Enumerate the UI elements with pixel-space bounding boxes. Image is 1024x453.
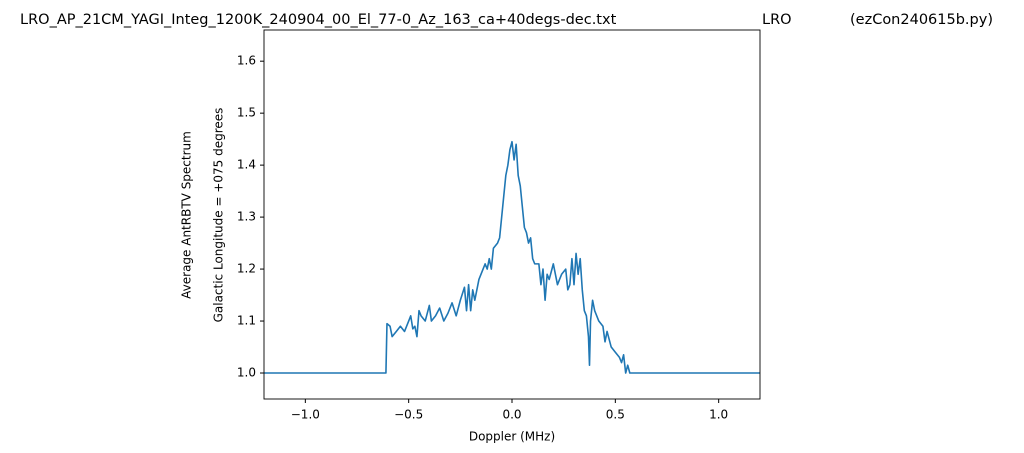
plot-frame [263,29,761,400]
x-tick-label: 0.0 [502,408,521,422]
y-tick-label: 1.2 [237,262,256,276]
y-axis-label: Average AntRBTV Spectrum [180,131,194,299]
y-tick-label: 1.5 [237,106,256,120]
line [264,140,760,374]
x-tick-label: 1.0 [709,408,728,422]
y-tick-label: 1.4 [237,158,256,172]
x-tick-label: −1.0 [291,408,320,422]
chart-title: LRO_AP_21CM_YAGI_Integ_1200K_240904_00_E… [20,12,617,28]
y-tick-label: 1.1 [237,314,256,328]
y-tick-label: 1.6 [237,54,256,68]
x-tick-label: 0.5 [606,408,625,422]
chart-title: LRO [762,12,792,28]
x-axis-label: Doppler (MHz) [469,430,555,444]
chart-title: (ezCon240615b.py) [850,12,993,28]
y-tick-label: 1.3 [237,210,256,224]
x-tick-label: −0.5 [394,408,423,422]
y-tick-label: 1.0 [237,366,256,380]
y-axis-label: Galactic Longitude = +075 degrees [212,108,226,323]
